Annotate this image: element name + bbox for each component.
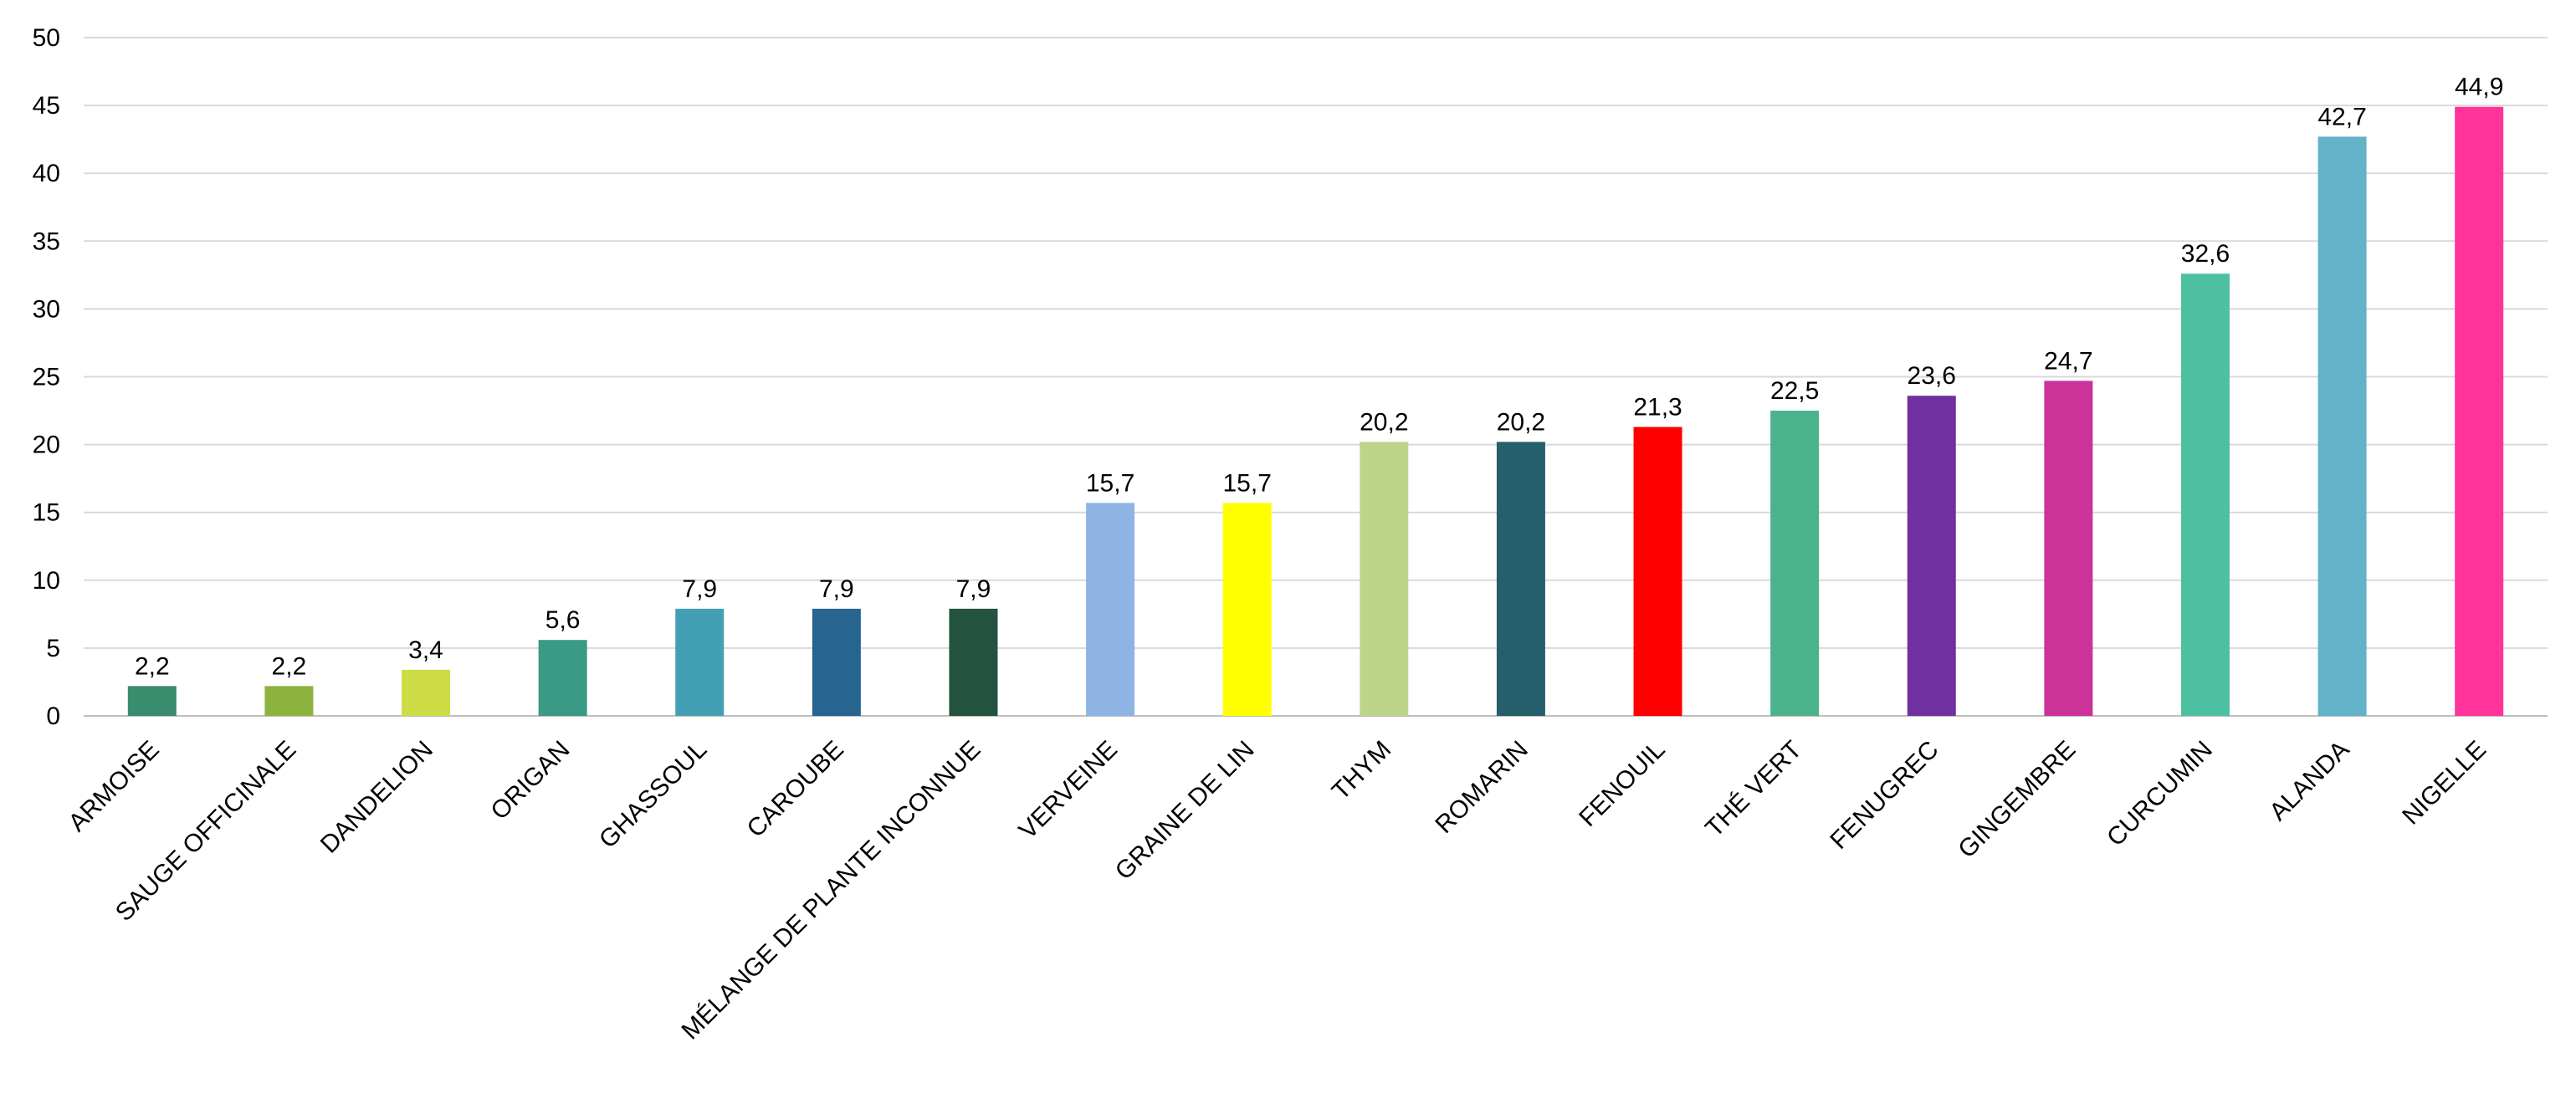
data-label: 21,3 bbox=[1633, 394, 1682, 422]
bar bbox=[675, 608, 725, 716]
data-label: 2,2 bbox=[135, 652, 170, 680]
bar bbox=[402, 669, 451, 716]
y-tick-label: 45 bbox=[33, 92, 60, 120]
data-label: 22,5 bbox=[1770, 377, 1819, 405]
x-tick-label: GINGEMBRE bbox=[1953, 736, 2081, 864]
bar bbox=[1086, 503, 1135, 716]
bar bbox=[1222, 503, 1272, 716]
bar bbox=[949, 608, 998, 716]
data-label: 15,7 bbox=[1222, 469, 1271, 497]
data-label: 24,7 bbox=[2044, 347, 2092, 375]
x-tick-label: ROMARIN bbox=[1430, 736, 1534, 840]
x-tick-label: THYM bbox=[1327, 736, 1396, 805]
x-tick-label: ORIGAN bbox=[486, 736, 576, 825]
bar bbox=[1907, 396, 1956, 716]
data-label: 23,6 bbox=[1908, 362, 1956, 390]
bar bbox=[2317, 136, 2367, 716]
x-tick-label: CURCUMIN bbox=[2102, 736, 2218, 852]
data-label: 15,7 bbox=[1086, 469, 1134, 497]
x-tick-label: VERVEINE bbox=[1014, 736, 1123, 845]
y-tick-label: 10 bbox=[33, 567, 60, 595]
y-tick-label: 35 bbox=[33, 227, 60, 255]
y-tick-label: 5 bbox=[46, 635, 60, 662]
y-tick-label: 40 bbox=[33, 160, 60, 187]
data-label: 2,2 bbox=[272, 652, 307, 680]
bar bbox=[127, 686, 177, 716]
y-tick-label: 50 bbox=[33, 24, 60, 52]
data-label: 42,7 bbox=[2317, 103, 2366, 130]
y-tick-label: 30 bbox=[33, 295, 60, 323]
bar bbox=[2180, 273, 2230, 716]
bar bbox=[1770, 411, 1820, 716]
x-tick-label: ARMOISE bbox=[64, 736, 165, 837]
data-label: 7,9 bbox=[682, 575, 717, 603]
data-label: 7,9 bbox=[819, 575, 854, 603]
x-tick-label: FENOUIL bbox=[1574, 736, 1670, 832]
x-tick-label: MÉLANGE DE PLANTE INCONNUE bbox=[677, 736, 986, 1045]
data-label: 5,6 bbox=[545, 606, 581, 634]
x-tick-label: GRAINE DE LIN bbox=[1110, 736, 1260, 886]
bar bbox=[1496, 442, 1545, 716]
bar bbox=[812, 608, 861, 716]
data-label: 7,9 bbox=[956, 575, 991, 603]
x-tick-label: CAROUBE bbox=[742, 736, 849, 843]
data-label: 32,6 bbox=[2181, 240, 2230, 268]
y-tick-label: 15 bbox=[33, 499, 60, 527]
y-axis-ticks: 0 5 10 15 20 25 30 35 40 45 50 bbox=[33, 24, 60, 730]
x-tick-label: GHASSOUL bbox=[594, 736, 712, 854]
x-tick-label: FENUGREC bbox=[1825, 736, 1944, 855]
data-labels: 2,2 2,2 3,4 5,6 7,9 7,9 7,9 15,7 15,7 20,2 20,2 21,… bbox=[135, 74, 2503, 681]
y-tick-label: 25 bbox=[33, 364, 60, 391]
data-label: 3,4 bbox=[408, 636, 443, 664]
bar bbox=[1360, 442, 1409, 716]
data-label: 44,9 bbox=[2455, 74, 2503, 101]
data-label: 20,2 bbox=[1497, 408, 1545, 436]
x-tick-label: ALANDA bbox=[2264, 736, 2354, 826]
bar bbox=[264, 686, 314, 716]
gridlines bbox=[84, 37, 2548, 717]
bar bbox=[2455, 106, 2504, 717]
y-tick-label: 20 bbox=[33, 432, 60, 459]
bar bbox=[2044, 381, 2093, 716]
y-tick-label: 0 bbox=[46, 703, 60, 730]
x-tick-label: THÉ VERT bbox=[1700, 736, 1807, 843]
x-tick-label: NIGELLE bbox=[2397, 736, 2491, 830]
x-tick-label: DANDELION bbox=[315, 736, 438, 859]
data-label: 20,2 bbox=[1360, 408, 1408, 436]
bar bbox=[538, 640, 587, 716]
bars bbox=[127, 106, 2504, 717]
bar bbox=[1633, 427, 1682, 716]
